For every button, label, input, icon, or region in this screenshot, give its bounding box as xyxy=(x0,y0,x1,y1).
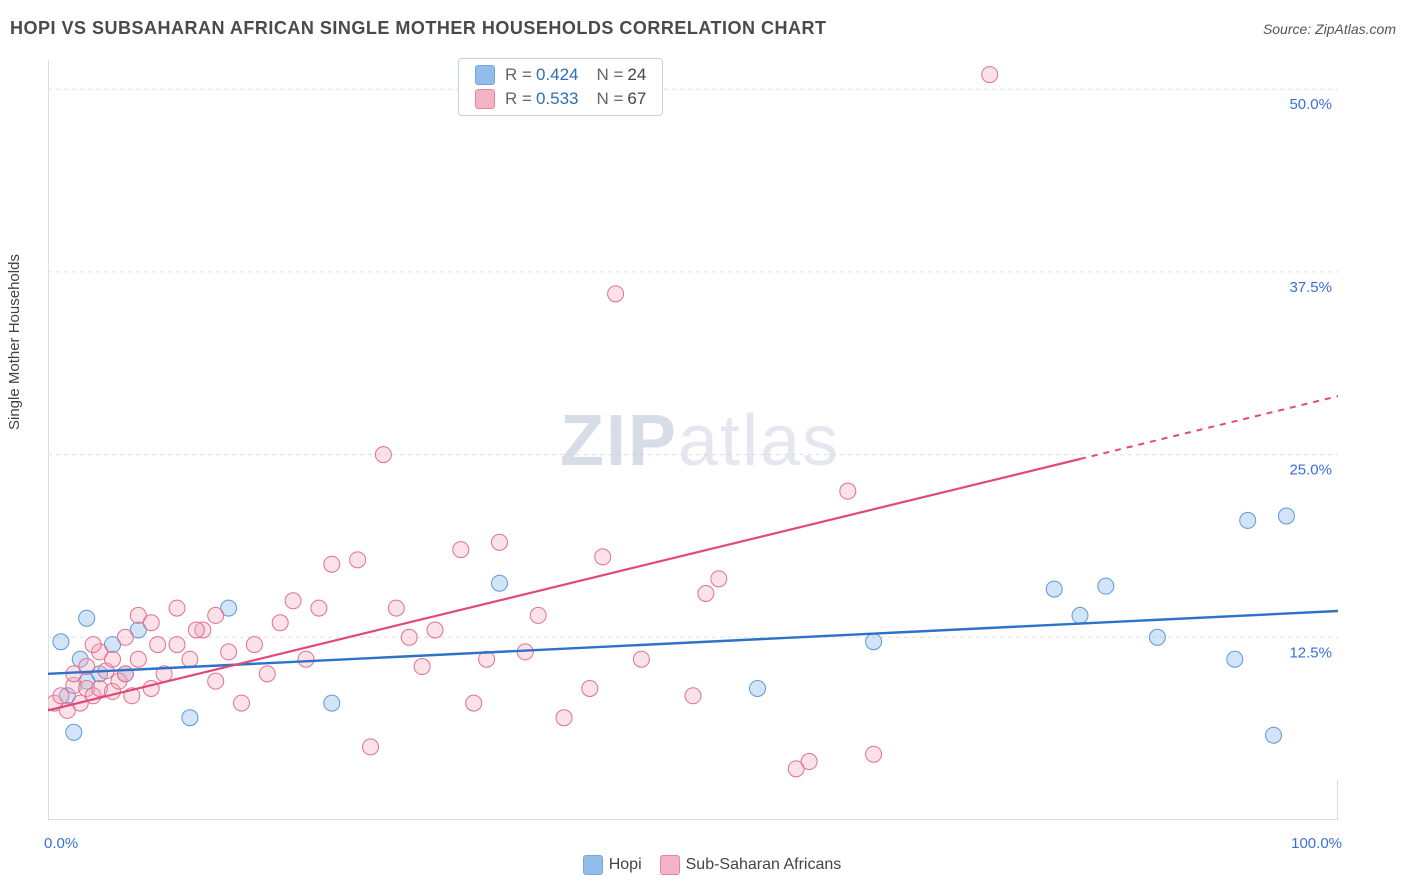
chart-title: HOPI VS SUBSAHARAN AFRICAN SINGLE MOTHER… xyxy=(10,18,827,39)
scatter-plot: 12.5% 25.0% 37.5% 50.0% xyxy=(48,60,1338,820)
legend-label: Sub-Saharan Africans xyxy=(686,856,842,873)
stat-row: R = 0.424N = 24 xyxy=(459,63,662,87)
legend-swatch xyxy=(583,855,603,875)
svg-text:37.5%: 37.5% xyxy=(1289,279,1332,296)
svg-text:25.0%: 25.0% xyxy=(1289,462,1332,479)
legend-swatch xyxy=(475,65,495,85)
correlation-legend: R = 0.424N = 24R = 0.533N = 67 xyxy=(458,58,663,116)
x-tick-min: 0.0% xyxy=(44,835,78,852)
stat-row: R = 0.533N = 67 xyxy=(459,87,662,111)
y-axis-label: Single Mother Households xyxy=(6,254,23,430)
series-legend: Hopi Sub-Saharan Africans xyxy=(0,855,1406,875)
svg-text:12.5%: 12.5% xyxy=(1289,644,1332,661)
x-tick-max: 100.0% xyxy=(1291,835,1342,852)
source-text: Source: ZipAtlas.com xyxy=(1263,21,1396,37)
svg-text:50.0%: 50.0% xyxy=(1289,96,1332,113)
legend-swatch xyxy=(475,89,495,109)
legend-swatch xyxy=(660,855,680,875)
legend-label: Hopi xyxy=(609,856,642,873)
